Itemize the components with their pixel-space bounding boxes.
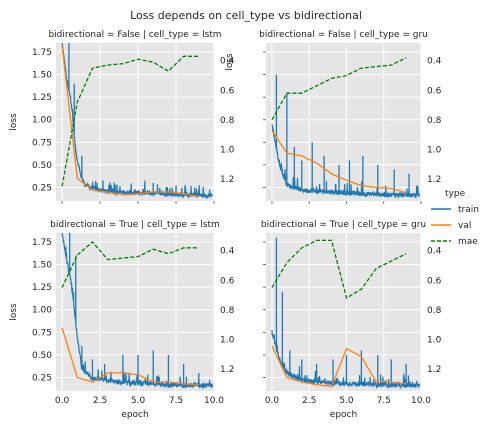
- y2-tick-label: 1.0: [220, 145, 235, 155]
- plot-area: [56, 43, 214, 201]
- legend-label-train: train: [458, 205, 479, 215]
- y-tick-label: 1.50: [32, 71, 52, 81]
- y-axis-label: loss: [9, 113, 19, 131]
- x-axis-label: epoch: [330, 410, 357, 420]
- train-series-line: [61, 233, 214, 390]
- x-tick-label: 7.5: [169, 396, 183, 406]
- panel-title: bidirectional = False | cell_type = lstm: [48, 30, 221, 40]
- y-tick-label: 0.50: [32, 351, 52, 361]
- train-series-line: [271, 124, 420, 199]
- train-series-line: [271, 330, 421, 390]
- panel-title: bidirectional = True | cell_type = gru: [261, 220, 426, 230]
- panel-title: bidirectional = True | cell_type = lstm: [50, 220, 220, 230]
- y2-tick-label: 0.8: [427, 116, 442, 126]
- y2-tick-label: 1.0: [427, 145, 442, 155]
- y-tick-label: 0.50: [32, 161, 52, 171]
- y2-tick-label: 0.4: [427, 247, 442, 257]
- x-tick-label: 2.5: [93, 396, 107, 406]
- y2-tick-label: 1.2: [220, 175, 234, 185]
- y2-tick-label: 1.2: [427, 365, 441, 375]
- y-tick-label: 1.00: [32, 306, 52, 316]
- val-series-line: [61, 327, 199, 386]
- y-tick-label: 1.25: [32, 283, 52, 293]
- x-tick-label: 10.0: [204, 396, 224, 406]
- val-series-line: [271, 130, 407, 194]
- y2-tick-label: 0.4: [220, 247, 235, 257]
- y-tick-label: 0.75: [32, 138, 52, 148]
- y-tick-label: 0.75: [32, 328, 52, 338]
- y2-tick-label: 0.8: [220, 306, 235, 316]
- x-tick-label: 2.5: [302, 396, 316, 406]
- y-tick-label: 0.25: [32, 373, 52, 383]
- y-tick-label: 1.00: [32, 116, 52, 126]
- x-tick-label: 0.0: [55, 396, 70, 406]
- panel-4: bidirectional = True | cell_type = gru 0.…: [261, 220, 442, 420]
- chart-title: Loss depends on cell_type vs bidirection…: [130, 9, 362, 22]
- mae-series-line: [271, 57, 407, 121]
- y-tick-label: 1.75: [32, 238, 52, 248]
- val-series-line: [271, 345, 407, 388]
- mae-series-line: [61, 240, 199, 288]
- y2-tick-label: 0.4: [427, 57, 442, 67]
- y2-tick-label: 0.4: [220, 57, 235, 67]
- mae-series-line: [61, 55, 199, 187]
- mae-series-line: [271, 239, 407, 300]
- legend-label-val: val: [458, 221, 471, 231]
- y2-tick-label: 0.8: [427, 306, 442, 316]
- y-tick-label: 1.75: [32, 48, 52, 58]
- legend-title: type: [445, 189, 466, 199]
- y2-tick-label: 0.6: [427, 276, 442, 286]
- x-tick-label: 5.0: [339, 396, 354, 406]
- y2-tick-label: 0.8: [220, 116, 235, 126]
- x-tick-label: 5.0: [131, 396, 146, 406]
- y2-tick-label: 1.2: [427, 175, 441, 185]
- panel-title: bidirectional = False | cell_type = gru: [259, 30, 428, 40]
- x-axis-label: epoch: [121, 410, 148, 420]
- y2-tick-label: 0.6: [220, 86, 235, 96]
- plot-area: [56, 233, 214, 391]
- y2-tick-label: 1.0: [220, 335, 235, 345]
- y2-axis-label: loss: [225, 53, 235, 71]
- y2-tick-label: 1.0: [427, 335, 442, 345]
- y-tick-label: 0.25: [32, 183, 52, 193]
- y2-tick-label: 0.6: [427, 86, 442, 96]
- y-tick-label: 1.50: [32, 261, 52, 271]
- legend-label-mae: mae: [458, 237, 478, 247]
- x-tick-label: 0.0: [265, 396, 280, 406]
- y2-tick-label: 1.2: [220, 365, 234, 375]
- panel-1: bidirectional = False | cell_type = lstm…: [9, 30, 235, 204]
- panel-3: bidirectional = True | cell_type = lstm 0…: [9, 220, 235, 420]
- y-axis-label: loss: [9, 303, 19, 321]
- y2-tick-label: 0.6: [220, 276, 235, 286]
- legend: type train val mae: [431, 189, 479, 247]
- y-tick-label: 1.25: [32, 93, 52, 103]
- val-series-line: [61, 45, 199, 198]
- plot-area: [266, 43, 421, 201]
- x-tick-label: 7.5: [377, 396, 391, 406]
- panel-2: bidirectional = False | cell_type = gru 0…: [259, 30, 442, 204]
- x-tick-label: 10.0: [411, 396, 431, 406]
